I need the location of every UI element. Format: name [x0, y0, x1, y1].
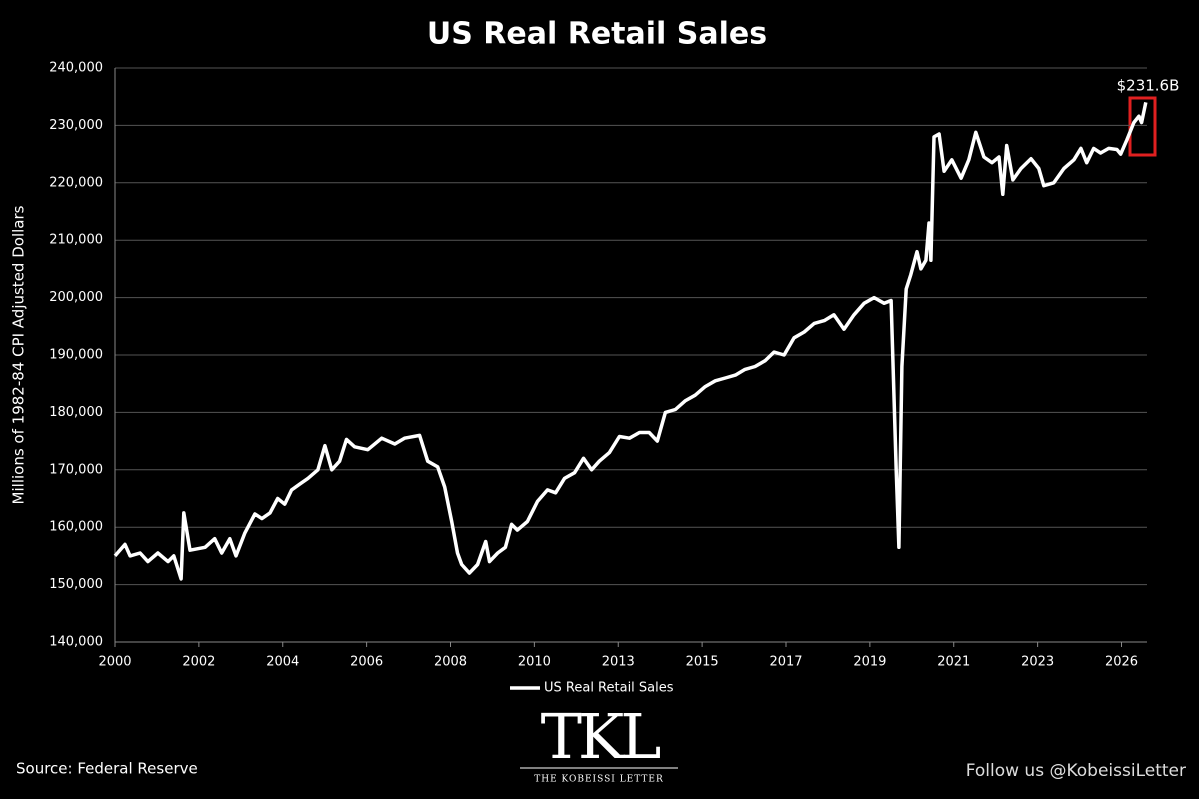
annotation: $231.6B: [1117, 77, 1180, 95]
y-tick-label: 140,000: [49, 635, 103, 650]
y-tick-label: 230,000: [49, 118, 103, 133]
x-tick-label: 2017: [769, 655, 802, 670]
follow: Follow us @KobeissiLetter: [966, 761, 1186, 781]
y-tick-label: 190,000: [49, 348, 103, 363]
chart-title: US Real Retail Sales: [427, 17, 767, 52]
y-tick-label: 200,000: [49, 290, 103, 305]
logo: TKL: [541, 700, 661, 773]
y-tick-label: 160,000: [49, 520, 103, 535]
y-tick-label: 170,000: [49, 462, 103, 477]
y-tick-label: 180,000: [49, 405, 103, 420]
y-axis-label: Millions of 1982-84 CPI Adjusted Dollars: [10, 205, 28, 504]
x-tick-label: 2002: [182, 655, 215, 670]
y-tick-label: 220,000: [49, 175, 103, 190]
x-tick-label: 2010: [518, 655, 551, 670]
series-line: [113, 102, 1148, 581]
x-tick-label: 2023: [1021, 655, 1054, 670]
x-tick-label: 2008: [434, 655, 467, 670]
y-tick-label: 240,000: [49, 61, 103, 76]
x-tick-label: 2004: [266, 655, 299, 670]
x-tick-label: 2021: [937, 655, 970, 670]
y-tick-label: 150,000: [49, 577, 103, 592]
source: Source: Federal Reserve: [16, 760, 198, 778]
x-tick-label: 2026: [1105, 655, 1138, 670]
x-tick-label: 2000: [98, 655, 131, 670]
x-tick-label: 2013: [602, 655, 635, 670]
legend-label: US Real Retail Sales: [544, 681, 674, 696]
x-tick-label: 2006: [350, 655, 383, 670]
highlight-box: [1128, 96, 1157, 157]
logo-subtitle: THE KOBEISSI LETTER: [534, 775, 664, 785]
y-tick-label: 210,000: [49, 233, 103, 248]
x-tick-label: 2019: [853, 655, 886, 670]
x-tick-label: 2015: [686, 655, 719, 670]
